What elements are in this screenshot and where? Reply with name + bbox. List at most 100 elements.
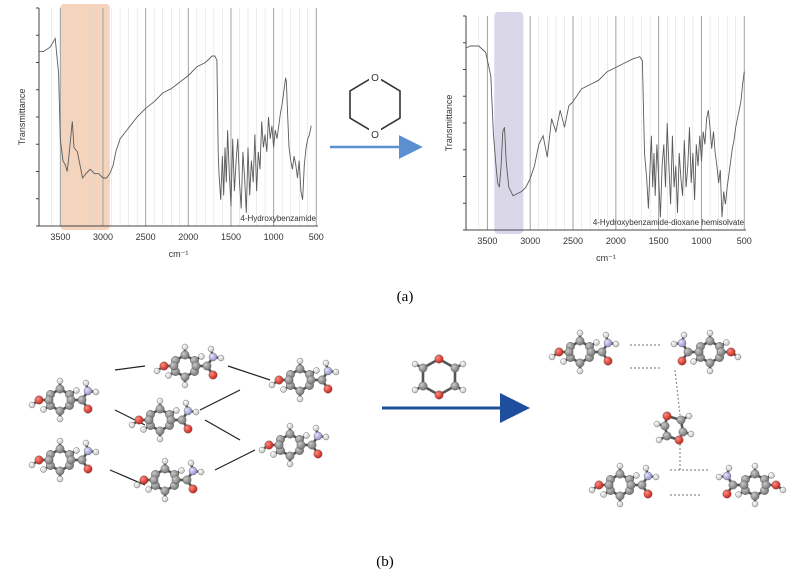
carbon-atom xyxy=(317,375,327,385)
oxygen-atom xyxy=(603,356,613,366)
carbon-atom xyxy=(575,358,585,368)
oxygen-atom xyxy=(34,455,44,465)
spectrum-annotation: 4-Hydroxybenzamide-dioxane hemisolvate xyxy=(593,218,745,227)
oxygen-atom xyxy=(434,354,444,364)
carbon-atom xyxy=(44,455,54,465)
hydrogen-atom xyxy=(40,406,47,413)
oxygen-atom xyxy=(726,347,736,357)
oxygen-atom xyxy=(274,375,284,385)
hydrogen-atom xyxy=(768,472,775,479)
x-tick-label: 2000 xyxy=(606,236,626,246)
nitrogen-atom xyxy=(323,366,333,376)
hydrogen-atom xyxy=(411,386,419,394)
carbon-atom xyxy=(604,480,614,490)
nitrogen-atom xyxy=(183,406,193,416)
hydrogen-atom xyxy=(670,340,678,348)
carbon-atom xyxy=(180,372,190,382)
x-tick-label: 500 xyxy=(737,236,752,246)
x-tick-label: 3000 xyxy=(520,236,540,246)
carbon-atom xyxy=(739,480,749,490)
hydrogen-atom xyxy=(128,421,136,429)
oxygen-atom xyxy=(188,484,198,494)
carbon-atom xyxy=(155,426,165,436)
hydrogen-atom xyxy=(685,412,693,420)
carbon-atom xyxy=(285,451,295,461)
carbon-atom xyxy=(705,336,715,346)
oxygen-atom xyxy=(554,347,564,357)
carbon-atom xyxy=(575,336,585,346)
highlight-band xyxy=(494,12,524,234)
carbon-atom xyxy=(284,375,294,385)
carbon-atom xyxy=(676,415,686,425)
oxygen-atom xyxy=(264,440,274,450)
hydrogen-atom xyxy=(145,486,152,493)
carbon-atom xyxy=(160,486,170,496)
hydrogen-atom xyxy=(690,358,697,365)
carbon-atom xyxy=(191,361,201,371)
crystal-packing-dioxane-hemisolvate xyxy=(548,329,787,508)
hydrogen-atom xyxy=(652,473,660,481)
x-tick-label: 1500 xyxy=(649,236,669,246)
carbon-atom xyxy=(450,363,460,373)
carbon-atom xyxy=(716,347,726,357)
carbon-atom xyxy=(55,406,65,416)
hydrogen-atom xyxy=(602,331,610,339)
carbon-atom xyxy=(750,469,760,479)
carbon-atom xyxy=(586,347,596,357)
hydrogen-atom xyxy=(296,357,304,365)
carbon-atom xyxy=(306,375,316,385)
oxygen-atom xyxy=(323,384,333,394)
carbon-atom xyxy=(683,347,693,357)
hydrogen-atom xyxy=(411,360,419,368)
x-tick-label: 1000 xyxy=(691,236,711,246)
oxygen-atom xyxy=(159,361,169,371)
nitrogen-atom xyxy=(603,338,613,348)
panel-a-label: (a) xyxy=(397,289,414,305)
hydrogen-atom xyxy=(270,451,277,458)
hydrogen-atom xyxy=(28,461,36,469)
hydrogen-atom xyxy=(82,439,90,447)
hydrogen-atom xyxy=(322,433,330,441)
oxygen-atom xyxy=(34,395,44,405)
nitrogen-atom xyxy=(313,431,323,441)
carbon-atom xyxy=(637,480,647,490)
dioxane-structure-icon: O O xyxy=(349,70,401,141)
carbon-atom xyxy=(307,440,317,450)
hydrogen-atom xyxy=(56,377,64,385)
oxygen-atom xyxy=(643,489,653,499)
hydrogen-atom xyxy=(723,339,730,346)
spectrum-line xyxy=(39,37,312,213)
carbon-atom xyxy=(77,395,87,405)
hydrogen-atom xyxy=(655,436,663,444)
hydrogen-atom xyxy=(56,475,64,483)
oxygen-atom xyxy=(134,415,144,425)
hydrogen-atom xyxy=(751,500,759,508)
hydrogen-bond xyxy=(674,369,681,416)
hydrogen-atom xyxy=(182,399,190,407)
carbon-atom xyxy=(274,440,284,450)
x-tick-label: 1500 xyxy=(221,232,241,242)
hydrogen-atom xyxy=(153,367,161,375)
hydrogen-atom xyxy=(207,345,215,353)
carbon-atom xyxy=(295,386,305,396)
carbon-atom xyxy=(626,480,636,490)
hydrogen-atom xyxy=(779,486,787,494)
hydrogen-atom xyxy=(173,407,180,414)
hydrogen-atom xyxy=(286,422,294,430)
nitrogen-atom xyxy=(83,446,93,456)
oxygen-atom xyxy=(183,424,193,434)
spectrum-annotation: 4-Hydroxybenzamide xyxy=(240,214,316,223)
x-tick-label: 500 xyxy=(309,232,324,242)
hydrogen-atom xyxy=(165,372,172,379)
x-tick-label: 3500 xyxy=(477,236,497,246)
hydrogen-atom xyxy=(40,466,47,473)
hydrogen-bond xyxy=(204,419,241,441)
hydrogen-atom xyxy=(332,368,340,376)
x-tick-label: 2500 xyxy=(563,236,583,246)
carbon-atom xyxy=(295,364,305,374)
hydrogen-atom xyxy=(161,495,169,503)
carbon-atom xyxy=(66,395,76,405)
carbon-atom xyxy=(705,358,715,368)
hydrogen-atom xyxy=(687,430,695,438)
oxygen-atom xyxy=(677,356,687,366)
